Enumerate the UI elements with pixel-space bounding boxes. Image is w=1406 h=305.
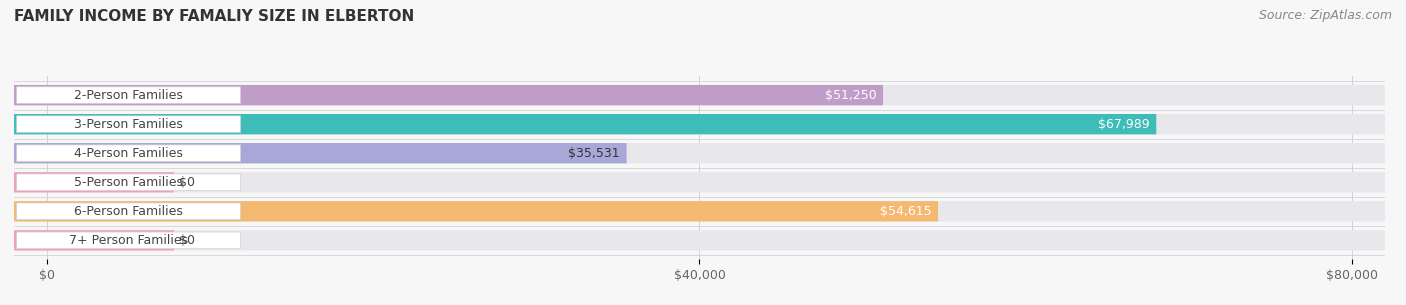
Text: $0: $0 [179, 234, 194, 247]
Text: 7+ Person Families: 7+ Person Families [69, 234, 188, 247]
FancyBboxPatch shape [14, 143, 1385, 163]
Text: Source: ZipAtlas.com: Source: ZipAtlas.com [1258, 9, 1392, 22]
FancyBboxPatch shape [17, 174, 240, 191]
FancyBboxPatch shape [17, 232, 240, 249]
FancyBboxPatch shape [14, 85, 1385, 105]
FancyBboxPatch shape [14, 172, 1385, 192]
FancyBboxPatch shape [17, 145, 240, 162]
Text: $54,615: $54,615 [880, 205, 931, 218]
Text: $35,531: $35,531 [568, 147, 620, 160]
FancyBboxPatch shape [14, 201, 938, 221]
Text: 5-Person Families: 5-Person Families [73, 176, 183, 189]
Text: 3-Person Families: 3-Person Families [75, 118, 183, 131]
FancyBboxPatch shape [14, 230, 1385, 250]
Text: 4-Person Families: 4-Person Families [75, 147, 183, 160]
Text: FAMILY INCOME BY FAMALIY SIZE IN ELBERTON: FAMILY INCOME BY FAMALIY SIZE IN ELBERTO… [14, 9, 415, 24]
Text: $51,250: $51,250 [825, 89, 876, 102]
Text: $0: $0 [179, 176, 194, 189]
FancyBboxPatch shape [14, 114, 1385, 134]
Text: 6-Person Families: 6-Person Families [75, 205, 183, 218]
FancyBboxPatch shape [14, 201, 1385, 221]
FancyBboxPatch shape [14, 143, 627, 163]
FancyBboxPatch shape [14, 172, 174, 192]
FancyBboxPatch shape [17, 203, 240, 220]
FancyBboxPatch shape [14, 114, 1156, 134]
FancyBboxPatch shape [17, 116, 240, 132]
FancyBboxPatch shape [17, 87, 240, 103]
Text: $67,989: $67,989 [1098, 118, 1150, 131]
FancyBboxPatch shape [14, 230, 174, 250]
FancyBboxPatch shape [14, 85, 883, 105]
Text: 2-Person Families: 2-Person Families [75, 89, 183, 102]
